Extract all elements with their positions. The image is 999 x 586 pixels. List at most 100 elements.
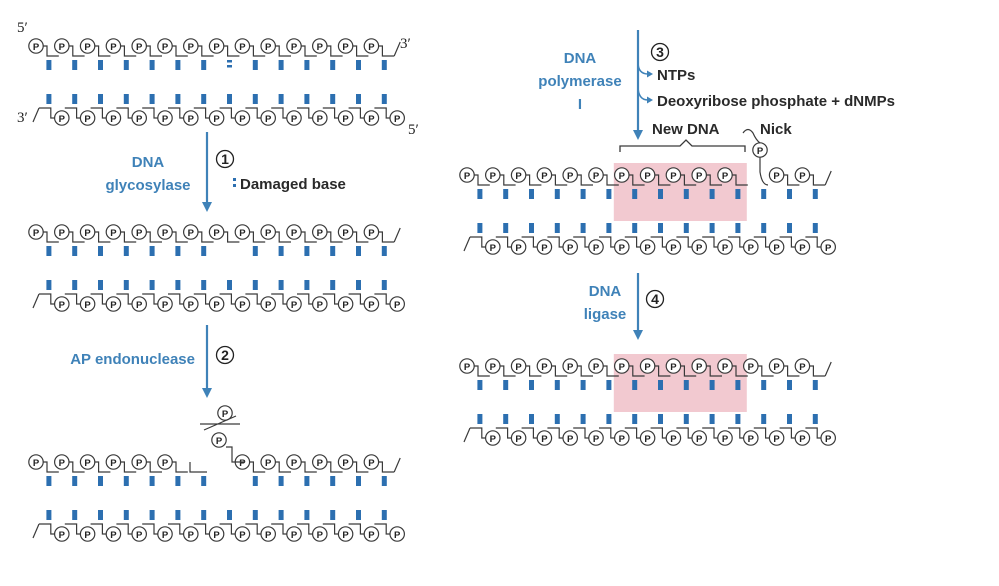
- duplex-ap-site-top-13-sugar: [378, 231, 395, 243]
- released-phosphate-lower: [211, 432, 227, 448]
- duplex-nicked-top-2-phosphate-label: P: [84, 458, 91, 469]
- duplex-initial-top-6-phosphate-label: P: [188, 42, 195, 53]
- released-products-label: Deoxyribose phosphate + dNMPs: [657, 93, 895, 110]
- duplex-nicked-pair-8-bottom-base: [252, 510, 258, 520]
- duplex-repaired-nick-pair-7-top-base: [658, 189, 663, 199]
- duplex-repaired-nick-pair-7-bottom-base: [658, 223, 663, 233]
- duplex-repaired-nick-bot-7-sugar: [650, 236, 667, 248]
- duplex-nicked-top-11-phosphate-label: P: [317, 458, 324, 469]
- duplex-ligated-top-7-sugar: [654, 365, 671, 377]
- duplex-initial-damaged-dot-1: [227, 60, 232, 63]
- duplex-ap-site-top-3-phosphate-label: P: [110, 228, 117, 239]
- duplex-repaired-nick-top-8-phosphate-label: P: [670, 171, 677, 182]
- duplex-nicked-pair-6-top-base: [201, 476, 207, 486]
- arrow-step-2-head: [202, 388, 212, 398]
- duplex-initial-bot-1-sugar: [64, 107, 81, 119]
- duplex-initial-pair-6-bottom-base: [201, 94, 207, 104]
- duplex-repaired-nick-top-10-phosphate-label: P: [722, 171, 729, 182]
- duplex-ligated-pair-0-bottom-base: [477, 414, 483, 424]
- duplex-initial-pair-0-bottom-base: [46, 94, 52, 104]
- duplex-ap-site-top-13-phosphate-label: P: [368, 228, 375, 239]
- duplex-ligated-bot-10-sugar: [728, 427, 744, 439]
- duplex-ap-site-pair-13-top-base: [381, 246, 387, 256]
- duplex-initial-bot-6-sugar: [193, 107, 210, 119]
- three-prime-label-top: 3′: [400, 36, 411, 52]
- duplex-ap-site-top-5-phosphate-label: P: [162, 228, 169, 239]
- duplex-repaired-nick-pair-5-bottom-base: [606, 223, 612, 233]
- duplex-ligated-pair-11-top-base: [761, 380, 767, 390]
- step-1-circle: [215, 149, 235, 169]
- damaged-base-icon-bottom: [233, 184, 236, 187]
- duplex-initial-bot-7-phosphate-label: P: [239, 114, 246, 125]
- duplex-initial-bot-9-sugar: [271, 107, 287, 119]
- duplex-repaired-nick-pair-11-bottom-base: [761, 223, 767, 233]
- duplex-initial-pair-5-bottom-base: [175, 94, 181, 104]
- duplex-repaired-nick-pair-12-bottom-base: [787, 223, 792, 233]
- duplex-ligated-pair-5-bottom-base: [606, 414, 612, 424]
- duplex-nicked-top-8-sugar: [249, 461, 266, 473]
- duplex-repaired-nick-pair-12-top-base: [787, 189, 792, 199]
- duplex-initial-pair-0-top-base: [46, 60, 52, 70]
- duplex-nicked-bot-8-sugar: [245, 523, 262, 535]
- duplex-initial-pair-4-top-base: [149, 60, 155, 70]
- duplex-initial-bot-12-sugar: [348, 107, 365, 119]
- duplex-nicked-pair-5-top-base: [175, 476, 181, 486]
- duplex-repaired-nick-bot-13-sugar: [805, 236, 822, 248]
- duplex-repaired-nick-pair-6-bottom-base: [632, 223, 638, 233]
- duplex-nicked-bot-10-sugar: [297, 523, 313, 535]
- duplex-nicked-bot-11-phosphate-label: P: [342, 530, 349, 541]
- duplex-nicked-bot-5-sugar: [168, 523, 184, 535]
- duplex-nicked-pair-12-bottom-base: [356, 510, 361, 520]
- duplex-ap-site-bot-6-phosphate-label: P: [213, 300, 220, 311]
- duplex-ap-site-top-9-phosphate-label: P: [265, 228, 272, 239]
- duplex-ligated-bot-0-phosphate-label: P: [490, 434, 497, 445]
- duplex-ap-site-bot-7-phosphate-label: P: [239, 300, 246, 311]
- duplex-ligated-top-4-sugar: [577, 365, 593, 377]
- duplex-ligated-top-7-phosphate-label: P: [644, 362, 651, 373]
- duplex-ligated-bot-5-phosphate-label: P: [619, 434, 626, 445]
- duplex-ap-site-bot-10-phosphate-label: P: [317, 300, 324, 311]
- duplex-ligated-bot-4-phosphate-label: P: [593, 434, 600, 445]
- duplex-initial-bot-11-sugar: [322, 107, 339, 119]
- duplex-ap-site-top-1-sugar: [68, 231, 85, 243]
- duplex-ap-site-pair-9-top-base: [278, 246, 284, 256]
- duplex-ap-site-top-6-phosphate-label: P: [188, 228, 195, 239]
- duplex-ap-site-pair-12-bottom-base: [356, 280, 361, 290]
- ntps-arrow-head: [647, 70, 653, 78]
- duplex-ligated-bot-6-sugar: [624, 427, 641, 439]
- duplex-nicked-bot-7-phosphate-label: P: [239, 530, 246, 541]
- duplex-nicked-top-0-phosphate-label: P: [33, 458, 40, 469]
- duplex-initial-top-10-sugar: [301, 45, 317, 57]
- duplex-ap-site-top-10-sugar: [301, 231, 317, 243]
- duplex-initial-top-11-sugar: [326, 45, 343, 57]
- duplex-repaired-nick-bot-8-sugar: [676, 236, 693, 248]
- duplex-repaired-nick-bot-12-sugar: [779, 236, 796, 248]
- duplex-ligated-bot-0-sugar: [470, 427, 486, 439]
- duplex-initial-top-7-phosphate-label: P: [213, 42, 220, 53]
- duplex-ligated-bot-6-phosphate-label: P: [644, 434, 651, 445]
- duplex-initial-bot-10-phosphate-label: P: [317, 114, 324, 125]
- duplex-initial-top-4-sugar: [146, 45, 162, 57]
- duplex-nicked-pair-10-top-base: [304, 476, 310, 486]
- duplex-repaired-nick-bot-4-phosphate-label: P: [593, 243, 600, 254]
- duplex-repaired-nick-bot-13-phosphate-label: P: [825, 243, 832, 254]
- duplex-nicked-pair-3-top-base: [123, 476, 129, 486]
- duplex-repaired-nick-top-1-phosphate-label: P: [490, 171, 497, 182]
- duplex-repaired-nick-pair-6-top-base: [632, 189, 638, 199]
- duplex-initial-bot-13-sugar: [374, 107, 391, 119]
- duplex-initial-top-6-sugar: [197, 45, 214, 57]
- five-prime-label-top: 5′: [17, 20, 28, 36]
- duplex-initial-pair-12-top-base: [356, 60, 361, 70]
- duplex-ap-site-pair-5-top-base: [175, 246, 181, 256]
- duplex-initial-bot-1-phosphate-label: P: [84, 114, 91, 125]
- duplex-nicked-top-10-sugar: [301, 461, 317, 473]
- duplex-ligated-top-3-phosphate-label: P: [541, 362, 548, 373]
- duplex-ap-site-pair-0-bottom-base: [46, 280, 52, 290]
- duplex-ap-site-bot-13-sugar: [374, 293, 391, 305]
- duplex-repaired-nick-bot-0-sugar: [470, 236, 486, 248]
- duplex-nicked-pair-4-top-base: [149, 476, 155, 486]
- products-arrow: [637, 85, 649, 101]
- duplex-ap-site-pair-3-top-base: [123, 246, 129, 256]
- duplex-repaired-nick-bot-10-sugar: [728, 236, 744, 248]
- duplex-ap-site-pair-2-bottom-base: [98, 280, 103, 290]
